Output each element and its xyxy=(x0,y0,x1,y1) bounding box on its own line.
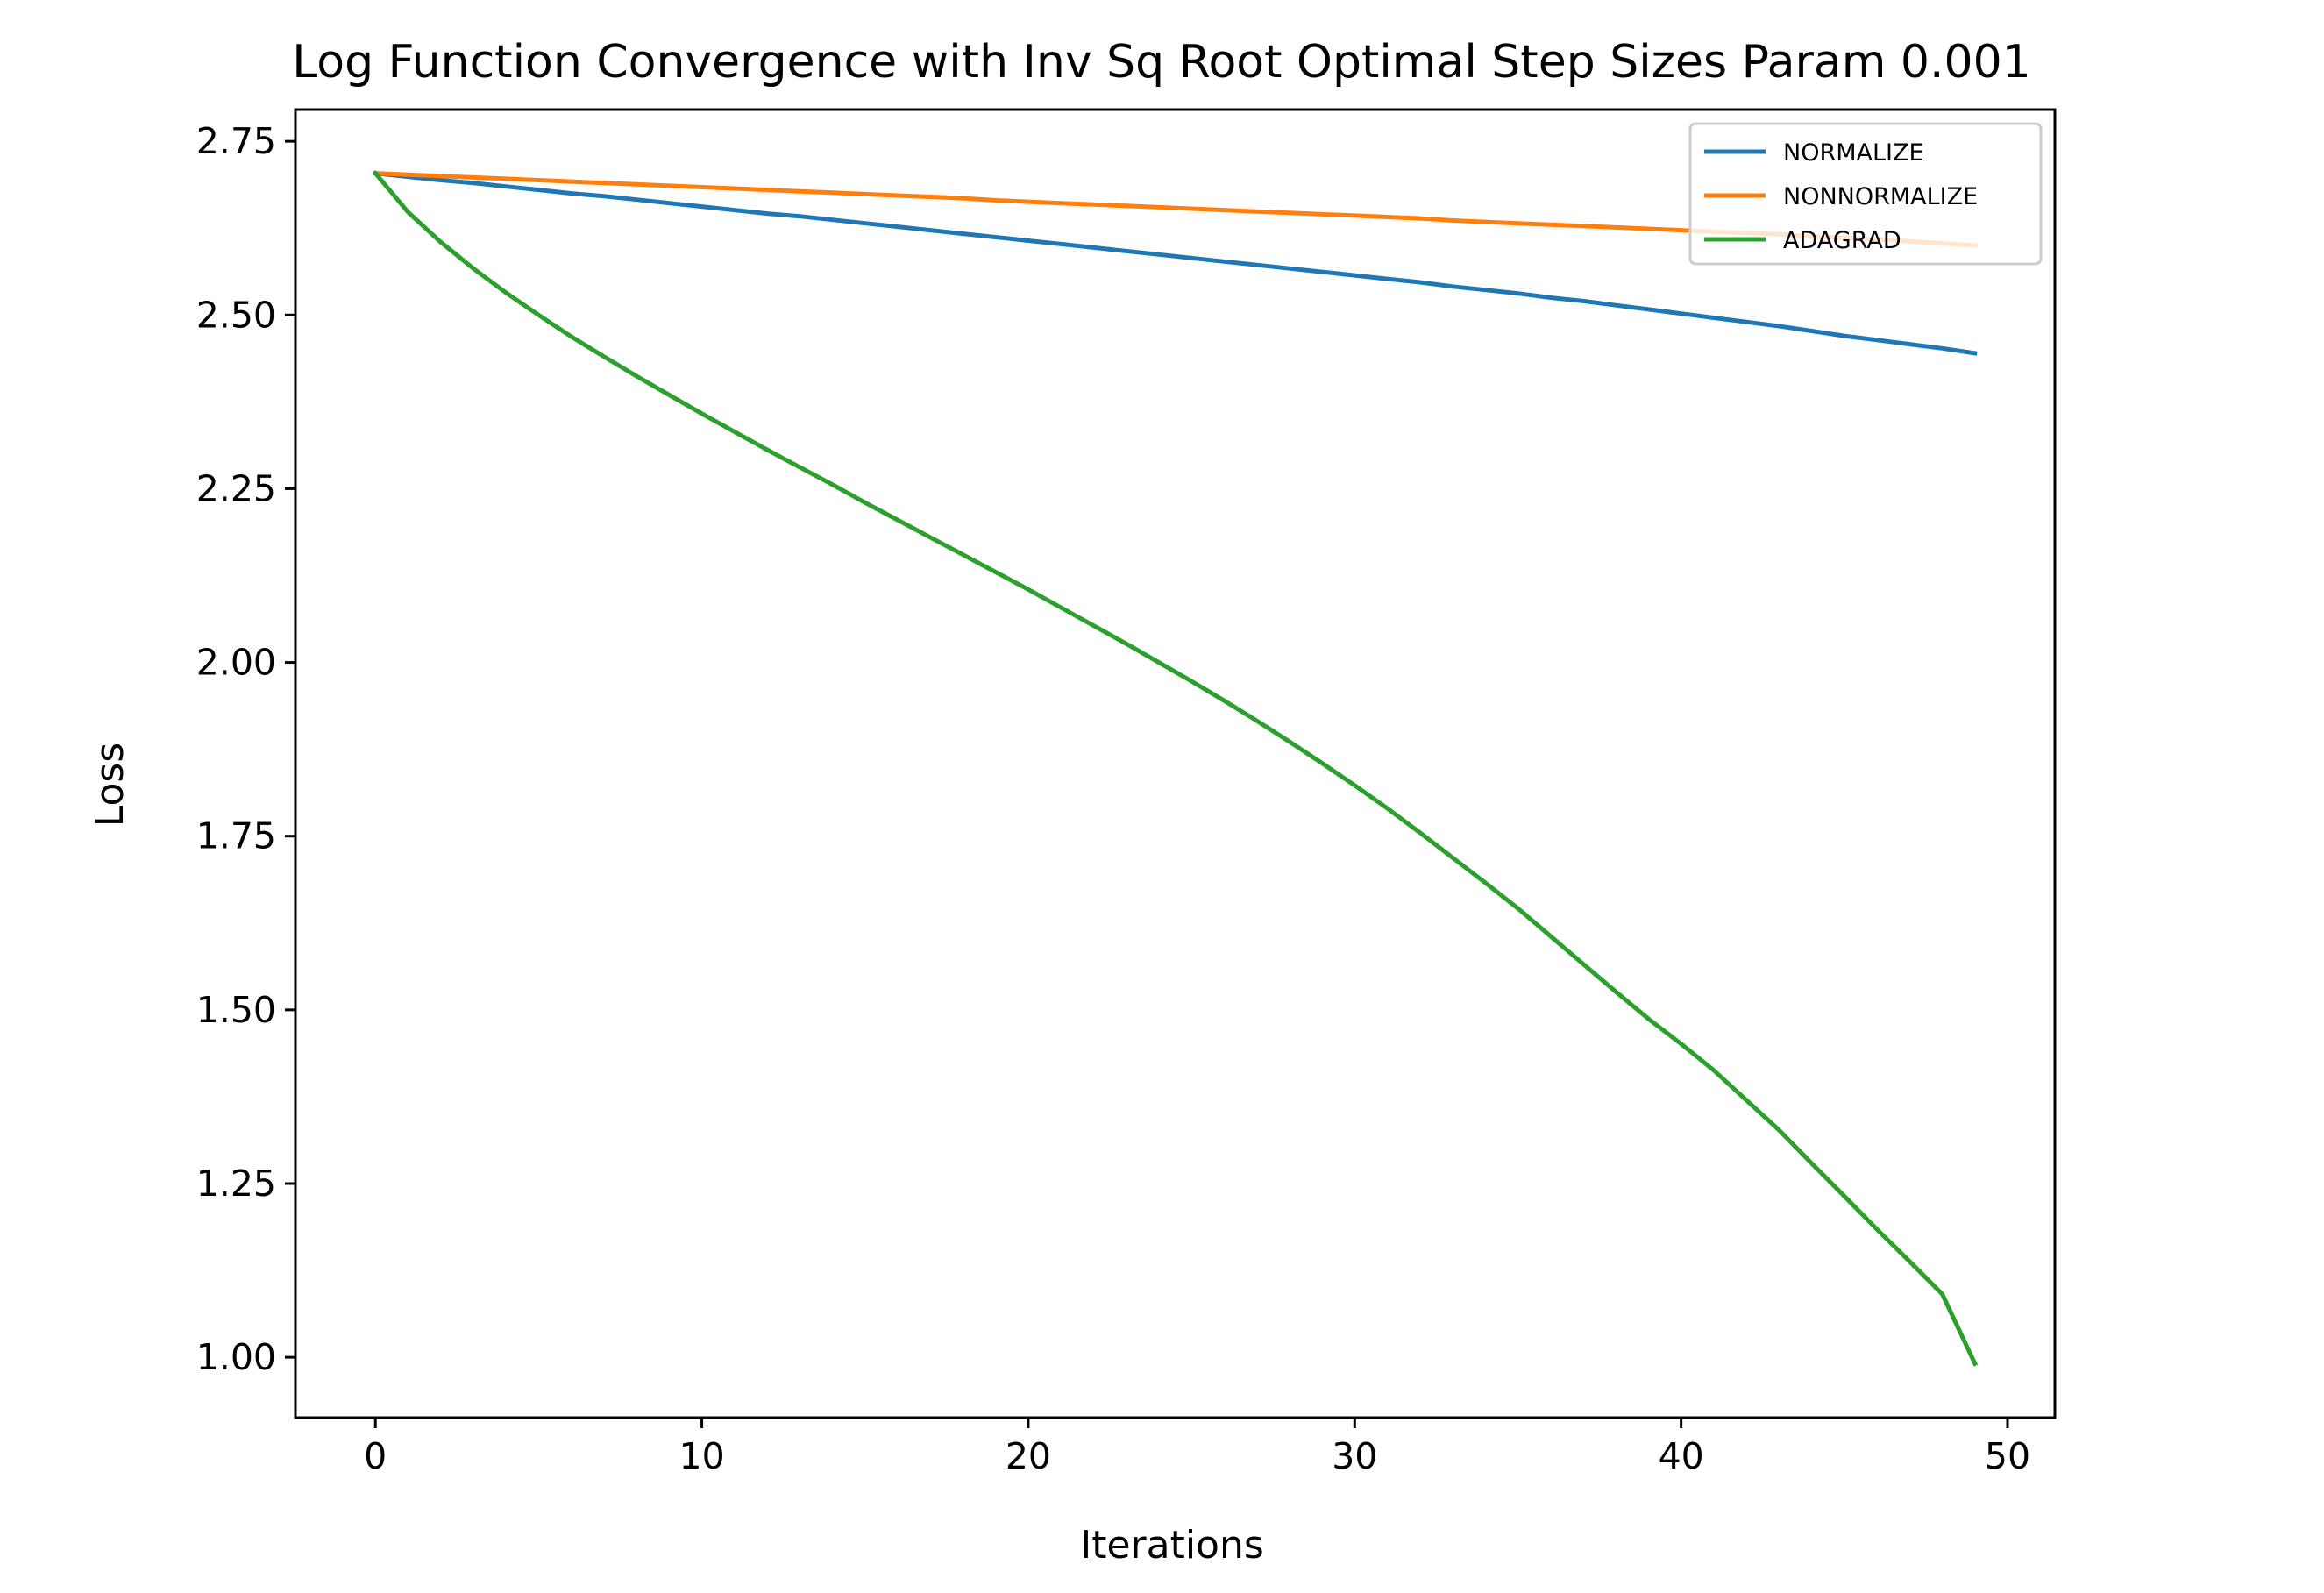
x-tick-label: 10 xyxy=(679,1435,724,1477)
x-axis-label: Iterations xyxy=(1080,1523,1264,1568)
legend-box xyxy=(1688,122,2043,266)
x-tick-label: 0 xyxy=(364,1435,387,1477)
legend-label: NORMALIZE xyxy=(1783,139,1924,167)
series-line-normalize xyxy=(373,170,1978,356)
y-tick-label: 2.00 xyxy=(196,642,276,684)
y-tick-label: 2.75 xyxy=(196,120,276,162)
x-tick-label: 30 xyxy=(1332,1435,1377,1477)
x-tick-label: 40 xyxy=(1659,1435,1704,1477)
legend-label: ADAGRAD xyxy=(1783,227,1901,254)
axis-ticks: 0 10 20 30 40 50 1.00 1.25 1.50 1.75 2.00 2.25 2.50 2… xyxy=(196,120,2030,1477)
x-tick-label: 20 xyxy=(1006,1435,1051,1477)
chart-title: Log Function Convergence with Inv Sq Roo… xyxy=(292,36,2031,89)
y-tick-label: 1.75 xyxy=(196,815,276,857)
y-tick-label: 1.00 xyxy=(196,1336,276,1378)
series-line-adagrad xyxy=(372,170,1979,1367)
plot-frame xyxy=(294,108,2057,1419)
x-tick-label: 50 xyxy=(1985,1435,2030,1477)
y-tick-label: 2.50 xyxy=(196,294,276,336)
legend-label: NONNORMALIZE xyxy=(1783,183,1978,210)
y-tick-label: 2.25 xyxy=(196,467,276,509)
y-tick-label: 1.25 xyxy=(196,1163,276,1205)
y-axis-label: Loss xyxy=(88,743,132,828)
legend: NORMALIZE NONNORMALIZE ADAGRAD xyxy=(1688,122,2043,266)
y-tick-label: 1.50 xyxy=(196,989,276,1031)
